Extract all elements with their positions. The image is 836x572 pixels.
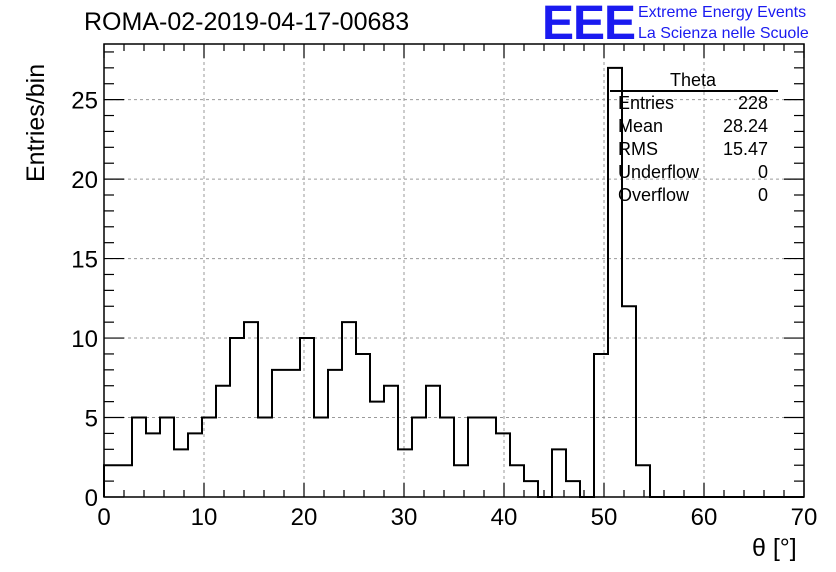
stats-row-rms: RMS 15.47	[618, 139, 768, 161]
stats-key: Mean	[618, 116, 664, 136]
stats-key: RMS	[618, 139, 658, 159]
page-title: ROMA-02-2019-04-17-00683	[84, 8, 410, 36]
eee-logo: EEE	[542, 0, 636, 50]
x-tick-label: 20	[291, 504, 318, 531]
stats-box: Theta Entries 228 Mean 28.24 RMS 15.47 U…	[608, 70, 778, 212]
logo-subtitle-1: Extreme Energy Events	[638, 4, 807, 21]
stats-row-entries: Entries 228	[618, 93, 768, 115]
y-axis-label: Entries/bin	[22, 63, 50, 182]
x-tick-label: 10	[191, 504, 218, 531]
x-tick-label: 50	[591, 504, 618, 531]
stats-row-underflow: Underflow 0	[618, 162, 768, 184]
x-tick-label: 30	[391, 504, 418, 531]
stats-key: Overflow	[618, 185, 690, 205]
x-tick-label: 40	[491, 504, 518, 531]
y-tick-label: 20	[71, 167, 98, 194]
stats-value: 0	[757, 162, 768, 182]
logo-subtitle-2: La Scienza nelle Scuole	[638, 25, 809, 42]
x-tick-label: 0	[97, 504, 110, 531]
x-axis-label: θ [°]	[752, 534, 797, 562]
stats-key: Underflow	[618, 162, 700, 182]
stats-row-mean: Mean 28.24	[618, 116, 768, 138]
y-tick-label: 25	[71, 88, 98, 115]
plot-frame	[103, 43, 805, 498]
x-tick-label: 60	[691, 504, 718, 531]
y-tick-label: 5	[85, 406, 98, 433]
x-tick-label: 70	[791, 504, 818, 531]
y-tick-label: 0	[85, 485, 98, 512]
stats-key: Entries	[618, 93, 675, 113]
stats-divider	[610, 90, 778, 92]
histogram-series	[103, 66, 804, 498]
stats-value: 228	[737, 93, 768, 113]
y-tick-label: 15	[71, 247, 98, 274]
stats-value: 28.24	[722, 116, 768, 136]
stats-title: Theta	[669, 70, 717, 90]
y-tick-label: 10	[71, 326, 98, 353]
stats-value: 0	[757, 185, 768, 205]
stats-value: 15.47	[722, 139, 768, 159]
stats-row-overflow: Overflow 0	[618, 185, 768, 207]
